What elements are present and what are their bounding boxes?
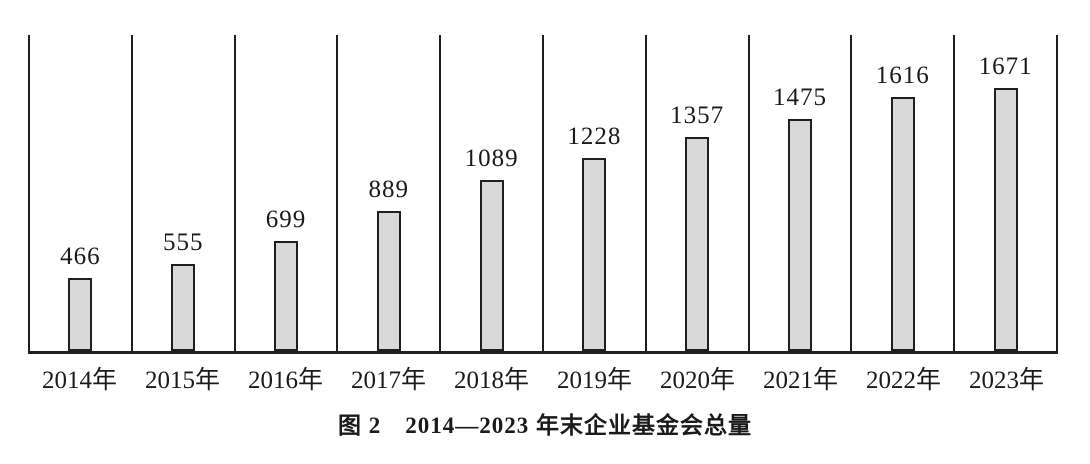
x-tick-2018年: 2018年	[453, 367, 529, 394]
x-tick-2015年: 2015年	[144, 367, 220, 394]
value-label-2019年: 1228	[567, 122, 622, 150]
value-label-2021年: 1475	[772, 83, 827, 111]
x-tick-2014年: 2014年	[41, 367, 117, 394]
bar-2021年	[787, 118, 812, 351]
x-tick-2023年: 2023年	[968, 367, 1044, 394]
x-axis-labels: 2014年 2015年 2016年 2017年 2018年 2019年 2020年 2021年…	[28, 360, 1058, 396]
bar-2017年	[376, 211, 401, 351]
value-label-2020年: 1357	[670, 102, 725, 130]
x-tick-2019年: 2019年	[556, 367, 632, 394]
plot-area: 466 555 699 889 1089 1228 1357 1475 1616 1671	[28, 35, 1058, 354]
bar-2015年	[171, 263, 196, 351]
chart-cell-2021年: 1475	[747, 35, 851, 351]
value-label-2023年: 1671	[978, 53, 1033, 81]
x-tick-2016年: 2016年	[247, 367, 323, 394]
chart-cell-2016年: 699	[233, 35, 337, 351]
chart-cell-2018年: 1089	[439, 35, 542, 351]
x-tick-2022年: 2022年	[865, 367, 941, 394]
bar-2023年	[993, 88, 1018, 351]
bar-2019年	[582, 157, 607, 351]
chart-cell-2017年: 889	[336, 35, 439, 351]
bar-2014年	[68, 277, 93, 351]
chart-cell-2015年: 555	[130, 35, 234, 351]
bar-2018年	[479, 179, 504, 351]
value-label-2016年: 699	[265, 206, 307, 234]
chart-cell-2023年: 1671	[953, 35, 1058, 351]
bar-2020年	[685, 137, 710, 351]
value-label-2018年: 1089	[464, 144, 519, 172]
x-tick-2021年: 2021年	[762, 367, 838, 394]
value-label-2017年: 889	[368, 176, 410, 204]
value-label-2014年: 466	[60, 242, 101, 270]
chart-cell-2020年: 1357	[644, 35, 748, 351]
bar-2022年	[890, 96, 915, 351]
chart-cell-2019年: 1228	[541, 35, 645, 351]
x-tick-2020年: 2020年	[659, 367, 735, 394]
x-tick-2017年: 2017年	[350, 367, 426, 394]
value-label-2015年: 555	[162, 228, 204, 256]
figure-caption: 图 2 2014—2023 年末企业基金会总量	[338, 413, 752, 438]
bar-2016年	[273, 241, 298, 351]
chart-cell-2014年: 466	[28, 35, 131, 351]
chart-cell-2022年: 1616	[850, 35, 953, 351]
value-label-2022年: 1616	[875, 61, 930, 89]
